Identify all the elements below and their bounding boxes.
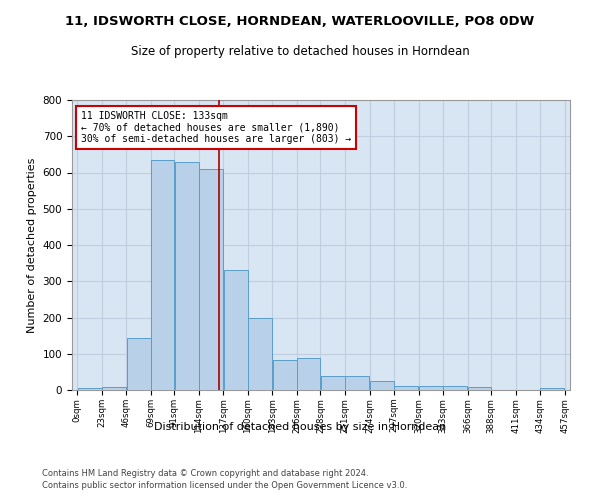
Bar <box>297 358 320 390</box>
Bar <box>102 386 126 390</box>
Bar <box>443 386 467 390</box>
Bar <box>541 388 565 390</box>
Bar <box>199 169 223 390</box>
Bar <box>273 360 297 390</box>
Bar <box>248 318 272 390</box>
Bar <box>77 388 101 390</box>
Bar <box>151 160 174 390</box>
Bar <box>419 386 443 390</box>
Bar <box>175 162 199 390</box>
Text: Contains HM Land Registry data © Crown copyright and database right 2024.
Contai: Contains HM Land Registry data © Crown c… <box>42 468 407 490</box>
Bar <box>127 338 151 390</box>
Bar <box>370 381 394 390</box>
Bar <box>394 386 418 390</box>
Bar <box>224 270 248 390</box>
Text: 11 IDSWORTH CLOSE: 133sqm
← 70% of detached houses are smaller (1,890)
30% of se: 11 IDSWORTH CLOSE: 133sqm ← 70% of detac… <box>80 111 351 144</box>
Bar <box>345 376 369 390</box>
Text: Size of property relative to detached houses in Horndean: Size of property relative to detached ho… <box>131 45 469 58</box>
Text: Distribution of detached houses by size in Horndean: Distribution of detached houses by size … <box>154 422 446 432</box>
Bar <box>468 386 491 390</box>
Y-axis label: Number of detached properties: Number of detached properties <box>27 158 37 332</box>
Bar <box>321 376 345 390</box>
Text: 11, IDSWORTH CLOSE, HORNDEAN, WATERLOOVILLE, PO8 0DW: 11, IDSWORTH CLOSE, HORNDEAN, WATERLOOVI… <box>65 15 535 28</box>
